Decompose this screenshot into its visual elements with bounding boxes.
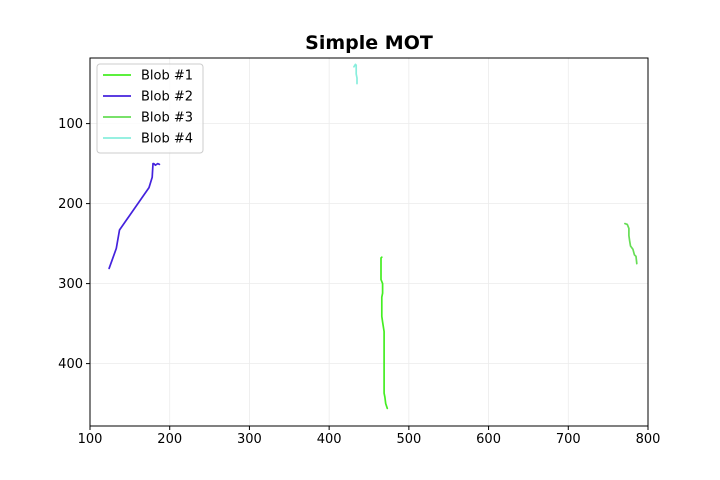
y-tick-label: 400 [58,357,83,372]
x-tick-label: 300 [237,432,262,447]
plot-frame [89,57,649,427]
x-tick-label: 600 [476,432,501,447]
y-tick-label: 300 [58,277,83,292]
series-lines [108,63,638,410]
series-line-blob-2 [108,162,161,270]
legend-label-blob-4: Blob #4 [141,132,193,147]
x-tick-label: 200 [157,432,182,447]
x-tick-label: 800 [636,432,661,447]
legend-label-blob-2: Blob #2 [141,90,193,105]
x-tick-label: 500 [396,432,421,447]
series-line-blob-4 [353,63,358,85]
x-tick-label: 700 [556,432,581,447]
chart-title: Simple MOT [305,32,433,54]
y-axis: 100 200 300 400 [58,117,90,372]
legend-label-blob-1: Blob #1 [141,69,193,84]
x-tick-label: 100 [78,432,103,447]
x-tick-label: 400 [317,432,342,447]
x-axis: 100 200 300 400 500 600 700 800 [78,426,661,447]
legend-label-blob-3: Blob #3 [141,111,193,126]
series-line-blob-3 [624,222,638,265]
legend-box [96,63,204,154]
y-tick-label: 100 [58,117,83,132]
legend: Blob #1 Blob #2 Blob #3 Blob #4 [96,63,204,154]
series-line-blob-1 [380,256,389,410]
y-tick-label: 200 [58,197,83,212]
